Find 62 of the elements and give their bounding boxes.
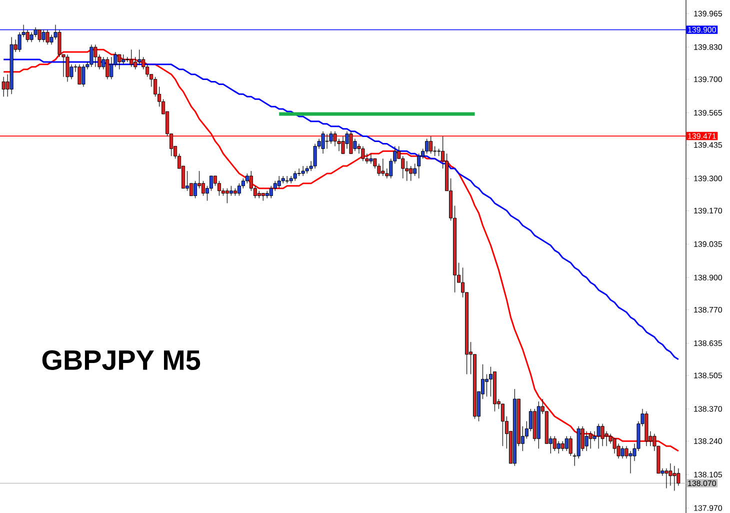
candlestick — [568, 436, 572, 456]
candlestick — [38, 29, 42, 42]
candlestick — [66, 54, 70, 82]
candlestick — [321, 131, 325, 154]
candlestick — [349, 131, 353, 154]
candlestick — [676, 468, 680, 486]
candlestick — [417, 153, 421, 179]
candlestick — [237, 183, 241, 196]
candlestick — [329, 131, 333, 144]
candlestick — [30, 32, 34, 42]
candlestick — [58, 29, 62, 58]
candlestick — [425, 138, 429, 154]
candlestick — [293, 170, 297, 182]
candlestick — [668, 463, 672, 486]
candlestick — [672, 466, 676, 491]
candlestick — [552, 436, 556, 452]
candlestick — [413, 163, 417, 176]
candlestick — [46, 29, 50, 45]
candlestick — [229, 186, 233, 196]
candlestick — [381, 158, 385, 176]
candlestick — [201, 180, 206, 196]
candlestick — [628, 450, 632, 474]
candlestick — [556, 440, 560, 454]
candlestick — [209, 176, 213, 192]
candlestick — [361, 146, 365, 162]
candlestick — [369, 153, 373, 164]
candlestick — [500, 404, 504, 446]
candlestick — [94, 44, 98, 68]
candlestick — [584, 430, 588, 452]
candlestick — [118, 54, 122, 70]
candlestick — [106, 56, 110, 80]
candlestick — [78, 64, 82, 85]
candlestick — [596, 423, 600, 449]
candlestick — [26, 29, 30, 42]
candlestick — [277, 176, 281, 189]
candlestick — [409, 166, 413, 182]
candlestick — [600, 423, 604, 446]
candlestick — [225, 188, 229, 204]
candlestick — [193, 180, 198, 199]
candlestick — [301, 166, 305, 176]
candlestick — [620, 446, 624, 459]
candlestick — [42, 29, 46, 42]
candlestick — [190, 183, 194, 196]
candlestick — [588, 430, 592, 449]
candlestick — [564, 436, 568, 452]
candlestick — [313, 143, 317, 169]
candlestick — [429, 136, 433, 154]
candlestick — [2, 76, 6, 97]
candlestick — [405, 160, 409, 182]
candlestick — [664, 468, 668, 489]
candlestick — [134, 56, 138, 70]
candlestick — [138, 49, 142, 65]
candlestick — [122, 54, 126, 65]
candlestick — [110, 56, 114, 80]
candlestick — [333, 131, 337, 147]
candlestick — [484, 374, 489, 397]
candlestick — [560, 440, 564, 452]
text: GBPJPY M5 — [42, 350, 200, 370]
candlestick — [130, 49, 134, 68]
candlestick — [82, 64, 86, 88]
candlestick — [90, 44, 94, 68]
candlestick — [269, 186, 273, 199]
